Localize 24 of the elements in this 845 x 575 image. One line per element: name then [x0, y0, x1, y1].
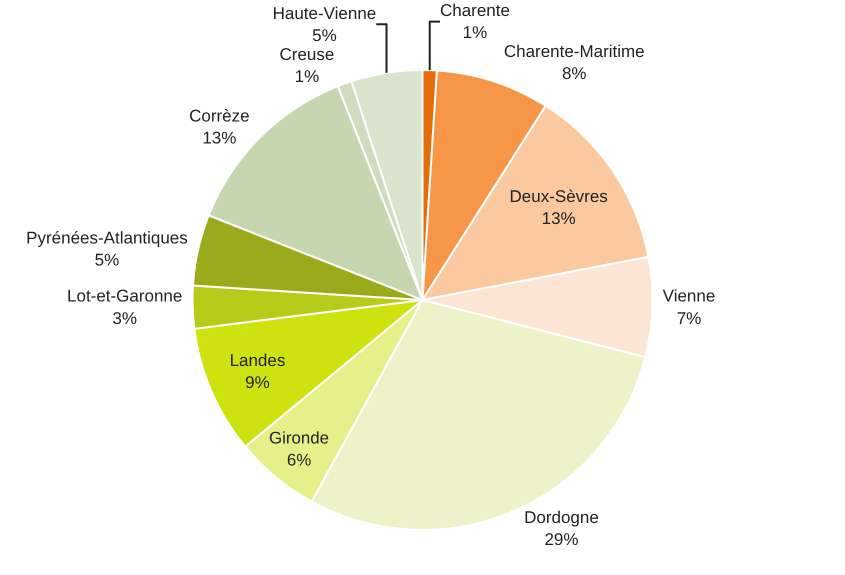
data-label: 9% — [245, 372, 270, 392]
data-label: 29% — [544, 530, 578, 549]
slice-label: Deux-Sèvres — [510, 186, 608, 206]
data-label: 7% — [676, 308, 702, 328]
data-label: 13% — [202, 128, 236, 148]
slice-label: Creuse — [280, 44, 334, 64]
slice-label: Corrèze — [189, 106, 250, 126]
slice-label: Charente-Maritime — [504, 42, 645, 62]
slice-label: Vienne — [662, 286, 716, 306]
slice-label: Haute-Vienne — [272, 4, 376, 23]
slice-label: Dordogne — [524, 508, 599, 527]
slice-label: Gironde — [269, 428, 330, 448]
data-label: 5% — [94, 250, 120, 270]
data-label: 5% — [312, 26, 337, 45]
data-label: 13% — [542, 209, 576, 228]
data-label: 3% — [112, 308, 137, 328]
data-label: 1% — [294, 66, 320, 86]
slice-label: Landes — [230, 350, 286, 370]
data-label: 1% — [462, 23, 488, 42]
data-label: 6% — [286, 450, 312, 470]
data-label: 8% — [562, 64, 587, 84]
slice-label: Lot-et-Garonne — [67, 286, 182, 306]
slice-label: Pyrénées-Atlantiques — [26, 228, 188, 248]
slice-label: Charente — [440, 1, 510, 20]
